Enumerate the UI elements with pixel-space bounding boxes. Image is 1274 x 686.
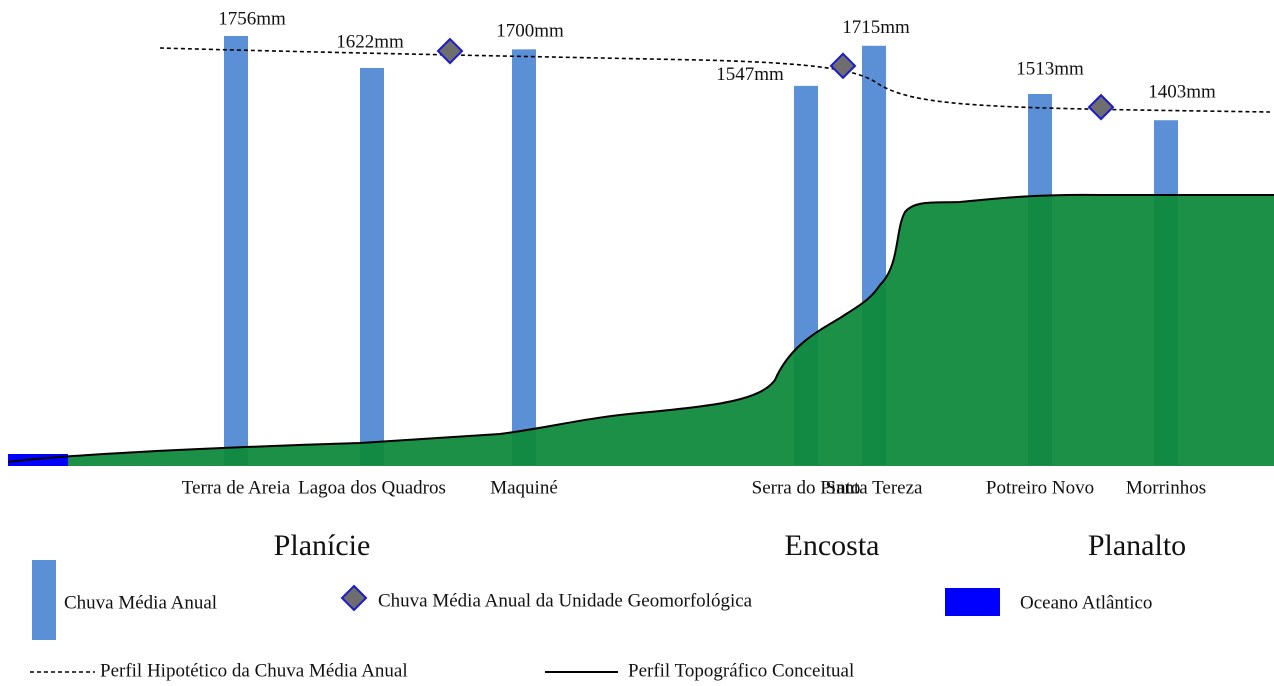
bar [224, 36, 248, 465]
x-tick-label: Lagoa dos Quadros [298, 477, 446, 498]
legend-label: Chuva Média Anual da Unidade Geomorfológ… [378, 590, 753, 611]
value-label: 1715mm [842, 17, 910, 38]
legend-label: Perfil Topográfico Conceitual [628, 660, 854, 681]
x-tick-label: Maquiné [490, 477, 558, 498]
unit-label: Encosta [785, 529, 880, 562]
unit-mean-marker [438, 39, 462, 63]
legend-label: Chuva Média Anual [64, 592, 217, 613]
legend-label: Perfil Hipotético da Chuva Média Anual [100, 660, 408, 681]
x-tick-label: Santa Tereza [826, 477, 924, 498]
value-label: 1622mm [336, 31, 404, 52]
legend-swatch [32, 560, 56, 640]
value-label: 1547mm [716, 64, 784, 85]
value-label: 1403mm [1148, 82, 1216, 103]
unit-mean-marker [831, 54, 855, 78]
value-label: 1700mm [496, 21, 564, 42]
unit-mean-marker [1089, 95, 1113, 119]
x-tick-label: Morrinhos [1126, 477, 1206, 498]
x-tick-label: Potreiro Novo [986, 477, 1094, 498]
legend-swatch [945, 588, 1000, 616]
x-tick-label: Terra de Areia [182, 477, 291, 498]
value-label: 1513mm [1016, 58, 1084, 79]
bar [360, 68, 384, 465]
chart: 1756mm Terra de Areia 1622mm Lagoa dos Quad… [0, 0, 1274, 686]
unit-label: Planície [274, 529, 371, 562]
legend-swatch [342, 586, 366, 610]
value-label: 1756mm [218, 8, 286, 29]
terrain [8, 195, 1274, 466]
bar [512, 49, 536, 465]
unit-label: Planalto [1088, 529, 1186, 562]
legend-label: Oceano Atlântico [1020, 592, 1152, 613]
